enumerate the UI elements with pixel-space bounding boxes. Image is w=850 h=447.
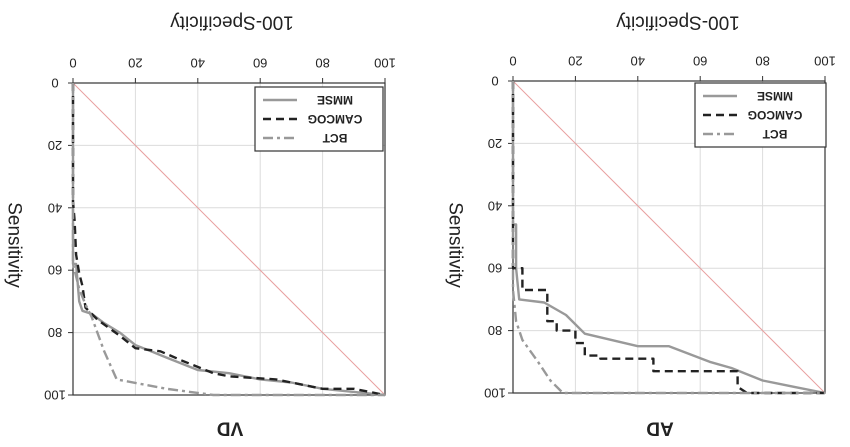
y-tick-label: 40 [48, 200, 62, 215]
x-tick-label: 20 [128, 56, 142, 71]
y-tick-label: 0 [51, 76, 58, 91]
series-line-camcog [71, 83, 386, 397]
y-tick-label: 80 [48, 325, 62, 340]
reference-diagonal [72, 82, 386, 396]
legend: MMSE CAMCOG BCT [254, 86, 384, 152]
y-tick-label: 0 [491, 74, 498, 89]
y-axis-title: Sensitivity [4, 202, 25, 288]
x-tick-label: 40 [631, 54, 645, 69]
series-line-mmse [511, 81, 826, 395]
y-tick-label: 40 [488, 198, 502, 213]
y-tick-label: 80 [488, 323, 502, 338]
reference-diagonal [512, 80, 826, 394]
x-tick-label: 60 [253, 56, 267, 71]
x-tick-label: 40 [191, 56, 205, 71]
y-tick-label: 20 [48, 138, 62, 153]
x-tick-label: 0 [509, 54, 516, 69]
legend-label: BCT [322, 131, 347, 145]
legend-label: MMSE [317, 93, 353, 107]
y-tick-label: 100 [44, 388, 66, 403]
x-tick-label: 20 [568, 54, 582, 69]
y-tick-label: 60 [48, 263, 62, 278]
series-line-camcog [511, 81, 825, 395]
x-tick-label: 60 [693, 54, 707, 69]
legend: MMSE CAMCOG BCT [694, 82, 827, 148]
y-tick-label: 100 [484, 386, 506, 401]
series-line-bct [511, 81, 825, 395]
panel-label: AD [646, 418, 673, 439]
x-tick-label: 80 [315, 56, 329, 71]
x-axis-title: 100-Specificity [616, 12, 740, 33]
x-tick-label: 80 [755, 54, 769, 69]
legend-label: BCT [762, 127, 787, 141]
x-tick-label: 100 [374, 56, 396, 71]
series-line-bct [71, 83, 385, 397]
y-axis-title: Sensitivity [445, 202, 466, 288]
legend-label: MMSE [757, 89, 793, 103]
x-tick-label: 0 [69, 56, 76, 71]
x-tick-label: 100 [814, 54, 836, 69]
panel-label: VD [217, 418, 243, 439]
chart-panel-1: 0 20 40 60 80 100 0 20 40 60 80 100 100-Specificity S… [4, 12, 396, 439]
y-tick-label: 20 [488, 136, 502, 151]
chart-panel-2: 0 20 40 60 80 100 0 20 40 60 80 100 100-Specificity S… [445, 12, 836, 439]
legend-label: CAMCOG [308, 112, 363, 126]
x-axis-title: 100-Specificity [170, 12, 294, 33]
y-tick-label: 60 [488, 261, 502, 276]
legend-label: CAMCOG [748, 108, 803, 122]
